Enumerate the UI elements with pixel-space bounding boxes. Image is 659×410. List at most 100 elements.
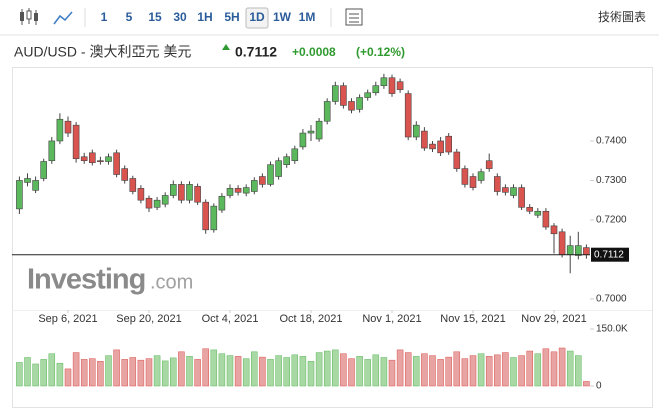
interval-button[interactable]: 1 [101,10,108,24]
volume-bar [307,361,315,387]
volume-bar [283,357,290,387]
volume-bar [178,351,185,387]
candle-body [161,195,169,205]
candle-body [202,201,209,231]
candle-body [502,187,509,193]
price: 0.7112 [235,44,277,60]
candle-body [493,176,501,192]
y2-tick-label: 0 [596,381,602,392]
volume-bar [202,348,209,387]
volume-bar [145,358,153,387]
candle-body [267,164,274,185]
candle-body [218,195,226,211]
change: +0.0008 [292,45,336,59]
candle-body [186,184,193,201]
candle-body [178,184,185,201]
candle-body [453,151,461,169]
candle-body [275,160,282,177]
candle-body [56,118,64,142]
volume-bar [340,353,347,387]
volume-bar [218,353,226,387]
candle-body [226,188,234,196]
candle-icon[interactable] [20,8,38,25]
candle-body [113,152,120,175]
volume-bar [323,350,331,387]
interval-button[interactable]: 5 [126,10,133,24]
x-tick-label: Oct 18, 2021 [280,313,343,325]
change-percent: (+0.12%) [356,45,405,59]
candle-body [80,156,88,162]
candle-body [137,188,145,201]
interval-button[interactable]: 30 [173,10,187,24]
volume-bar [129,357,137,387]
candle-body [234,188,242,193]
volume-bar [526,350,533,387]
interval-button[interactable]: 1H [197,10,212,24]
volume-bar [234,356,242,387]
candle-body [291,148,299,162]
candle-body [348,101,355,111]
volume-bar [583,381,590,387]
volume-bar [259,356,266,387]
candle-body [194,186,201,203]
y-tick-label: 0.7400 [596,136,627,147]
volume-bar [315,352,323,387]
candle-body [121,168,128,181]
volume-bar [575,355,582,387]
x-tick-label: Nov 29, 2021 [521,313,586,325]
grid-icon[interactable] [345,8,363,26]
volume-bar [226,355,234,387]
volume-bar [186,356,193,387]
volume-bar [121,359,128,387]
volume-bar [558,347,566,387]
volume-bar [469,355,477,387]
interval-button[interactable]: 15 [148,10,162,24]
toolbar: 1 5 15 30 1H 5H 1D 1W 1M [101,7,316,29]
volume-bar [388,359,396,387]
line-icon[interactable] [53,11,73,25]
candle-body [105,156,112,162]
volume-bar [80,359,88,387]
volume-bar [421,353,428,387]
volume-bar [542,348,550,387]
candle-body [24,178,31,183]
y-tick-label: 0.7000 [596,294,627,305]
volume-bar [251,351,258,387]
candle-body [89,152,96,163]
volume-bar [502,352,509,387]
volume-bar [332,349,339,387]
volume-bar [566,350,574,387]
candle-body [518,187,525,208]
candle-body [48,140,56,162]
candle-body [566,245,574,256]
volume-bar [518,355,525,387]
candle-body [307,130,315,134]
interval-button[interactable]: 1M [299,10,316,24]
technical-chart-link[interactable]: 技術圖表 [598,10,646,24]
candle-body [477,171,485,181]
volume-bar [105,355,112,387]
candle-body [299,132,307,148]
volume-bar [194,359,201,387]
volume-bar [396,349,404,387]
candle-body [364,92,372,98]
candle-body [542,210,550,228]
candle-body [526,207,534,212]
y2-tick-label: 150.0K [596,324,628,335]
y-tick-label: 0.7300 [596,175,627,186]
volume-bar [56,362,64,387]
candle-body [251,180,258,192]
candle-body [372,85,380,94]
volume-bar [72,352,80,387]
last-price-label: 0.7112 [594,249,624,260]
volume-bar [477,353,485,387]
watermark-brand: Investing [27,264,145,296]
volume-bar [485,356,493,387]
candle-body [380,77,388,86]
interval-button[interactable]: 5H [224,10,239,24]
interval-button[interactable]: 1D [249,10,265,24]
interval-button[interactable]: 1W [273,10,292,24]
volume-bar [137,359,145,387]
candle-body [445,135,453,153]
volume-bar [64,368,72,387]
